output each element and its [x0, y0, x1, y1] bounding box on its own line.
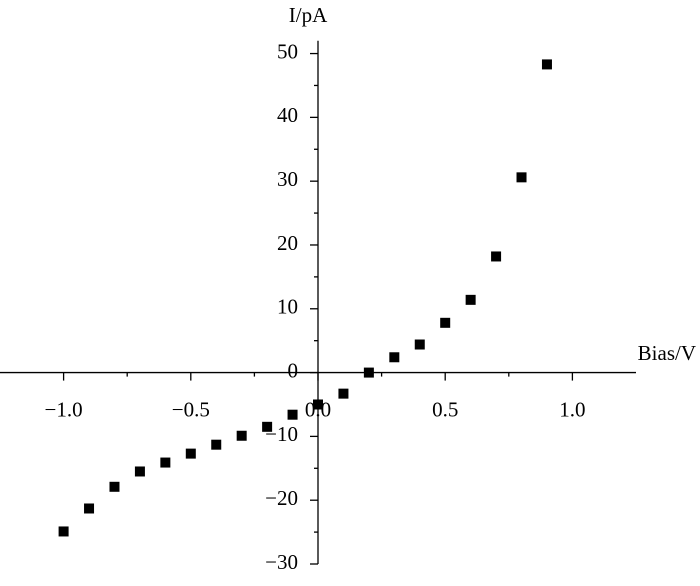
- y-tick-label: 30: [277, 167, 298, 191]
- data-point: [389, 352, 400, 363]
- y-tick-label: 20: [277, 231, 298, 255]
- data-point: [363, 367, 374, 378]
- data-point: [58, 526, 69, 537]
- data-point: [440, 317, 451, 328]
- y-tick-label: −30: [265, 550, 298, 574]
- data-point: [491, 251, 502, 262]
- data-point: [414, 339, 425, 350]
- data-point: [338, 388, 349, 399]
- data-point: [262, 421, 273, 432]
- data-point: [109, 481, 120, 492]
- data-point: [211, 439, 222, 450]
- x-tick-label: −0.5: [172, 397, 210, 421]
- data-point: [185, 448, 196, 459]
- x-tick-label: 0.5: [432, 397, 458, 421]
- y-tick-label: −20: [265, 486, 298, 510]
- y-tick-label: 50: [277, 39, 298, 63]
- data-point: [516, 172, 527, 183]
- y-tick-label: 40: [277, 103, 298, 127]
- x-tick-label: −1.0: [45, 397, 83, 421]
- data-point: [313, 399, 323, 410]
- y-tick-label: 10: [277, 295, 298, 319]
- data-point: [160, 457, 171, 468]
- y-tick-label: 0: [288, 358, 299, 382]
- data-point: [236, 430, 247, 441]
- y-axis-label: I/pA: [289, 3, 328, 27]
- x-tick-label: 1.0: [559, 397, 585, 421]
- data-point: [287, 409, 298, 420]
- x-axis-label: Bias/V: [638, 341, 696, 365]
- data-point: [541, 59, 552, 70]
- data-point: [84, 503, 95, 514]
- data-point: [465, 294, 476, 305]
- data-point: [134, 466, 145, 477]
